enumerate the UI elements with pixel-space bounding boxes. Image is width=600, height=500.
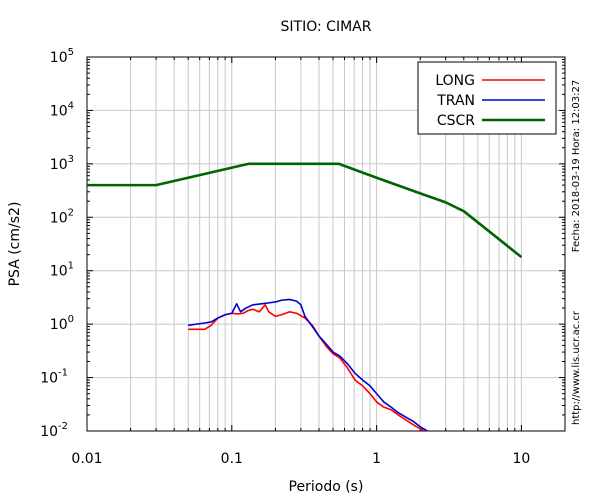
plot-frame <box>86 56 566 432</box>
timestamp-text: Fecha: 2018-03-19 Hora: 12:03:27 <box>571 80 582 253</box>
tick-marks <box>86 56 566 432</box>
y-tick-label: 103 <box>50 154 74 173</box>
chart-title: SITIO: CIMAR <box>281 19 372 35</box>
y-tick-label: 105 <box>50 47 74 66</box>
legend: LONG TRAN CSCR <box>417 61 557 135</box>
x-tick-label: 1 <box>372 451 381 467</box>
legend-label-cscr: CSCR <box>437 113 475 129</box>
y-tick-label: 104 <box>50 100 74 119</box>
legend-label-long: LONG <box>435 73 475 89</box>
legend-box <box>417 61 557 135</box>
series-line-tran <box>188 298 428 431</box>
x-tick-labels: 0.01 0.1 1 10 <box>71 451 530 467</box>
legend-label-tran: TRAN <box>436 93 475 109</box>
series-layer <box>87 162 523 431</box>
y-tick-label: 101 <box>50 261 74 280</box>
url-text: http://www.lis.ucr.ac.cr <box>571 310 582 425</box>
y-tick-label: 100 <box>50 314 74 333</box>
y-tick-label: 102 <box>50 207 74 226</box>
x-tick-label: 10 <box>512 451 530 467</box>
grid <box>87 57 565 431</box>
series-line-cscr <box>87 162 523 259</box>
y-tick-labels: 10-2 10-1 100 101 102 103 104 105 <box>40 47 74 440</box>
y-tick-label: 10-2 <box>40 421 68 440</box>
y-tick-label: 10-1 <box>40 368 68 387</box>
x-axis-label: Periodo (s) <box>289 479 364 495</box>
y-axis-label: PSA (cm/s2) <box>7 202 23 287</box>
x-tick-label: 0.1 <box>221 451 243 467</box>
x-tick-label: 0.01 <box>71 451 102 467</box>
